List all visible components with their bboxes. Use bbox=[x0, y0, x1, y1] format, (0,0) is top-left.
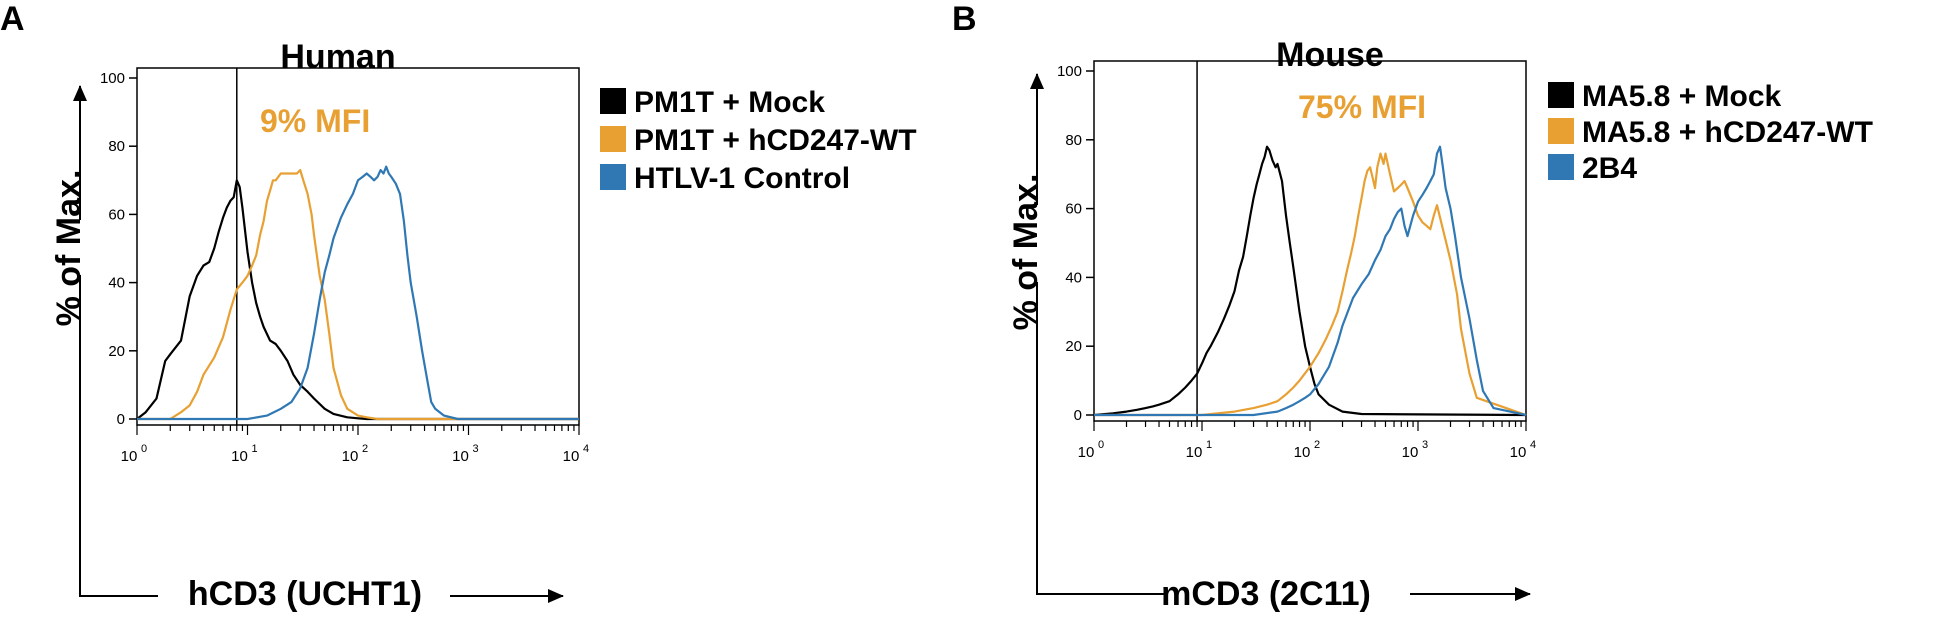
y-tick-label: 40 bbox=[108, 275, 125, 292]
legend-swatch bbox=[600, 126, 626, 152]
legend-swatch bbox=[1548, 82, 1574, 108]
x-tick-label: 10 bbox=[452, 448, 469, 465]
y-tick-label: 20 bbox=[108, 343, 125, 360]
x-tick-exponent: 4 bbox=[583, 443, 589, 455]
series-line bbox=[136, 179, 579, 421]
y-tick-label: 80 bbox=[108, 138, 125, 155]
legend-swatch bbox=[1548, 118, 1574, 144]
y-axis-label: % of Max. bbox=[1007, 174, 1045, 331]
x-tick-label: 10 bbox=[563, 448, 580, 465]
x-tick-exponent: 0 bbox=[1098, 439, 1104, 451]
series-line bbox=[1094, 152, 1527, 417]
y-tick-label: 0 bbox=[117, 411, 125, 428]
x-tick-exponent: 0 bbox=[141, 443, 147, 455]
x-axis-frame bbox=[79, 275, 158, 597]
x-ticks: 10 0 10 1 10 2 10 3 10 4 bbox=[121, 425, 589, 465]
y-ticks: 0 20 40 60 80 100 bbox=[1057, 63, 1094, 424]
series-line bbox=[137, 165, 579, 421]
x-tick-label: 10 bbox=[231, 448, 248, 465]
x-tick-label: 10 bbox=[1402, 444, 1419, 461]
histogram-series bbox=[136, 165, 579, 421]
x-axis-label: hCD3 (UCHT1) bbox=[188, 575, 422, 613]
x-axis-label: mCD3 (2C11) bbox=[1161, 575, 1371, 613]
y-ticks: 0 20 40 60 80 100 bbox=[100, 70, 137, 428]
panel-letter: A bbox=[0, 0, 25, 38]
y-tick-label: 60 bbox=[1065, 201, 1082, 218]
x-tick-exponent: 2 bbox=[362, 443, 368, 455]
legend-label: PM1T + hCD247-WT bbox=[634, 124, 917, 157]
x-tick-exponent: 3 bbox=[472, 443, 478, 455]
legend-swatch bbox=[600, 88, 626, 114]
histogram-series bbox=[1093, 145, 1527, 417]
x-tick-exponent: 4 bbox=[1530, 439, 1536, 451]
y-tick-label: 60 bbox=[108, 206, 125, 223]
y-tick-label: 100 bbox=[1057, 63, 1082, 80]
legend: PM1T + Mock PM1T + hCD247-WT HTLV-1 Cont… bbox=[600, 86, 917, 195]
legend-label: MA5.8 + Mock bbox=[1582, 80, 1782, 113]
chart-title: Mouse bbox=[1276, 36, 1384, 74]
y-tick-label: 100 bbox=[100, 70, 125, 87]
chart-title: Human bbox=[280, 38, 395, 76]
x-tick-exponent: 1 bbox=[1206, 439, 1212, 451]
x-ticks: 10 0 10 1 10 2 10 3 10 4 bbox=[1078, 421, 1536, 461]
x-tick-label: 10 bbox=[1510, 444, 1527, 461]
x-tick-label: 10 bbox=[1294, 444, 1311, 461]
x-tick-exponent: 1 bbox=[251, 443, 257, 455]
legend: MA5.8 + Mock MA5.8 + hCD247-WT 2B4 bbox=[1548, 80, 1873, 185]
y-axis-label: % of Max. bbox=[50, 170, 88, 327]
x-axis-frame bbox=[1036, 282, 1165, 595]
legend-label: 2B4 bbox=[1582, 152, 1637, 185]
panel-a: A Human % of Max. hCD3 (UCHT1) 020406080… bbox=[0, 0, 917, 613]
x-tick-exponent: 2 bbox=[1314, 439, 1320, 451]
series-line bbox=[1094, 145, 1527, 417]
x-tick-label: 10 bbox=[1186, 444, 1203, 461]
legend-label: MA5.8 + hCD247-WT bbox=[1582, 116, 1873, 149]
mfi-annotation: 9% MFI bbox=[260, 103, 370, 139]
x-tick-label: 10 bbox=[121, 448, 138, 465]
legend-label: HTLV-1 Control bbox=[634, 162, 850, 195]
x-tick-label: 10 bbox=[342, 448, 359, 465]
legend-swatch bbox=[600, 164, 626, 190]
series-line bbox=[137, 169, 579, 421]
series-line bbox=[1093, 145, 1527, 417]
y-tick-label: 0 bbox=[1074, 407, 1082, 424]
legend-label: PM1T + Mock bbox=[634, 86, 825, 119]
panel-b: B Mouse % of Max. mCD3 (2C11) 0204060801… bbox=[952, 0, 1873, 613]
x-tick-label: 10 bbox=[1078, 444, 1095, 461]
y-tick-label: 20 bbox=[1065, 338, 1082, 355]
mfi-annotation: 75% MFI bbox=[1298, 89, 1426, 125]
y-tick-label: 80 bbox=[1065, 132, 1082, 149]
panel-letter: B bbox=[952, 0, 977, 38]
y-tick-label: 40 bbox=[1065, 269, 1082, 286]
legend-swatch bbox=[1548, 154, 1574, 180]
x-tick-exponent: 3 bbox=[1422, 439, 1428, 451]
